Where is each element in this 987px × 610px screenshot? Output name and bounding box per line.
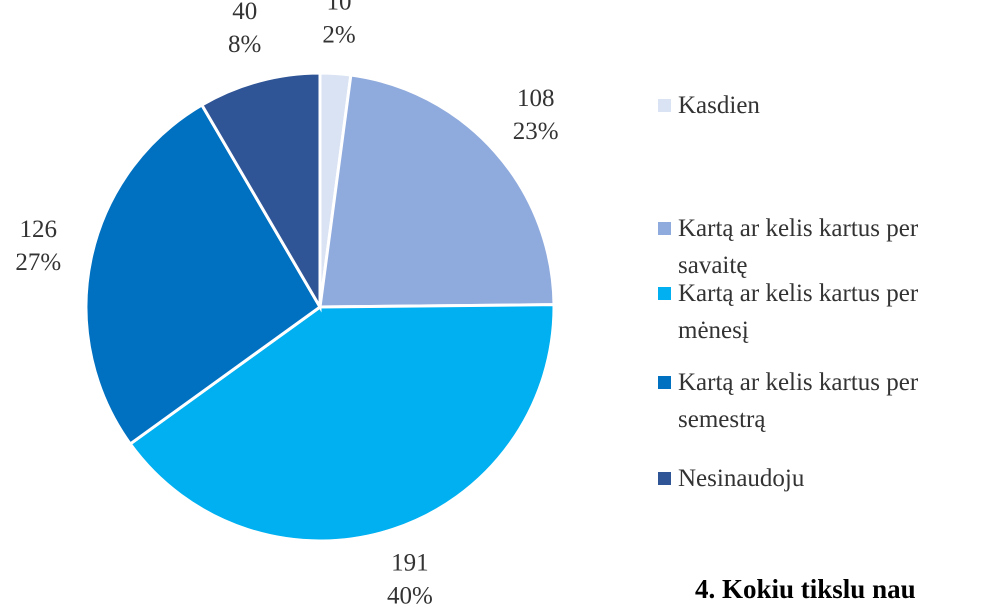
legend-marker: [658, 472, 671, 485]
value-label: 108: [517, 85, 555, 112]
percent-label: 2%: [322, 21, 355, 48]
value-label: 126: [19, 216, 57, 243]
legend-marker: [658, 99, 671, 112]
value-label: 10: [327, 0, 352, 15]
legend-label: Kasdien: [678, 92, 760, 119]
legend-marker: [658, 287, 671, 300]
legend-marker: [658, 376, 671, 389]
legend-label: Kartą ar kelis kartus per savaitę: [678, 215, 919, 279]
legend-label: Nesinaudoju: [678, 465, 805, 492]
value-label: 191: [391, 549, 429, 576]
footer-text: 4. Kokiu tikslu nau: [695, 574, 916, 604]
legend-label: Kartą ar kelis kartus per semestrą: [678, 369, 919, 433]
pie-slice: [84, 102, 322, 447]
percent-label: 8%: [228, 31, 261, 58]
percent-label: 23%: [513, 118, 559, 145]
legend-label: Kartą ar kelis kartus per mėnesį: [678, 280, 919, 344]
percent-label: 40%: [387, 582, 433, 609]
value-label: 40: [232, 0, 257, 25]
pie-slice: [128, 303, 556, 543]
pie-slice: [199, 71, 322, 313]
pie-slice: [318, 73, 556, 309]
legend-marker: [658, 222, 671, 235]
percent-label: 27%: [15, 249, 61, 276]
